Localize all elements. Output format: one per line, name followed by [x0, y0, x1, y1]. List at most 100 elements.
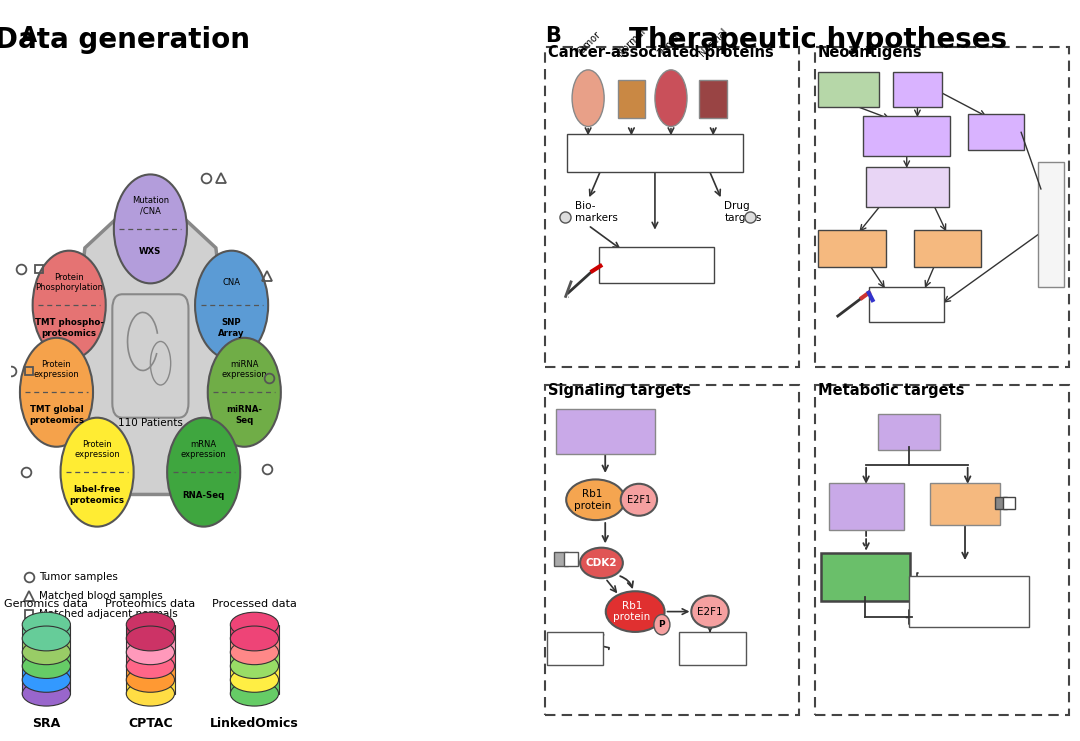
Ellipse shape — [654, 70, 687, 127]
Ellipse shape — [207, 338, 281, 447]
Bar — [126, 639, 175, 652]
Bar — [23, 666, 70, 679]
Text: miRNA
expression: miRNA expression — [221, 359, 267, 379]
Text: Tumor samples: Tumor samples — [39, 573, 118, 582]
Text: A: A — [21, 25, 37, 45]
Bar — [230, 666, 279, 679]
Bar — [230, 639, 279, 652]
Text: Normal: Normal — [698, 26, 729, 59]
Bar — [23, 639, 70, 652]
Bar — [230, 679, 279, 694]
Text: miRNA-
Seq: miRNA- Seq — [227, 405, 262, 425]
Text: E2F1: E2F1 — [626, 495, 651, 505]
Ellipse shape — [230, 681, 279, 706]
Text: Mutation
load: Mutation load — [841, 496, 891, 518]
Text: CPTAC: CPTAC — [129, 717, 173, 730]
Text: Rb1
protein: Rb1 protein — [573, 489, 611, 511]
Ellipse shape — [653, 614, 670, 635]
Text: MSI-H: MSI-H — [892, 426, 926, 439]
Text: mRNA
expression: mRNA expression — [180, 439, 227, 459]
Text: Data generation: Data generation — [0, 25, 249, 53]
FancyBboxPatch shape — [567, 135, 743, 172]
Text: TMT phospho-
proteomics: TMT phospho- proteomics — [35, 319, 104, 338]
Text: WXS: WXS — [904, 84, 931, 94]
Text: Cancer/testis
antigens: Cancer/testis antigens — [621, 254, 690, 276]
Text: CNA: CNA — [222, 278, 241, 287]
FancyBboxPatch shape — [909, 576, 1029, 627]
FancyBboxPatch shape — [828, 483, 904, 531]
Bar — [126, 652, 175, 666]
Text: SRA: SRA — [32, 717, 60, 730]
Ellipse shape — [126, 681, 175, 706]
Ellipse shape — [126, 668, 175, 692]
Text: SNP
Array: SNP Array — [218, 319, 245, 338]
FancyBboxPatch shape — [878, 414, 940, 451]
FancyBboxPatch shape — [863, 116, 950, 156]
Ellipse shape — [23, 626, 70, 651]
Text: Glycolysis: Glycolysis — [937, 499, 993, 509]
Text: Drug
targets: Drug targets — [725, 202, 761, 223]
Ellipse shape — [113, 174, 187, 283]
Text: Mutant
peptides: Mutant peptides — [927, 238, 969, 259]
Bar — [618, 80, 646, 118]
Text: LinkedOmics: LinkedOmics — [211, 717, 299, 730]
Text: Metabolic targets: Metabolic targets — [818, 383, 964, 398]
Text: Protein
Phosphorylation: Protein Phosphorylation — [36, 273, 104, 292]
Bar — [230, 652, 279, 666]
FancyBboxPatch shape — [556, 409, 654, 454]
FancyBboxPatch shape — [598, 247, 714, 283]
Text: Tumor: Tumor — [573, 30, 603, 59]
Ellipse shape — [23, 668, 70, 692]
FancyBboxPatch shape — [930, 483, 1000, 525]
Bar — [700, 80, 727, 118]
Text: Matched blood samples: Matched blood samples — [39, 591, 162, 601]
Text: Genomics data: Genomics data — [4, 599, 89, 608]
Text: CDK2: CDK2 — [585, 558, 618, 568]
Ellipse shape — [60, 418, 134, 527]
Bar — [23, 625, 70, 639]
Text: Protein
expression: Protein expression — [33, 359, 79, 379]
Ellipse shape — [572, 70, 604, 127]
FancyBboxPatch shape — [818, 72, 879, 107]
Text: Cancer-associated
proteomic events: Cancer-associated proteomic events — [607, 142, 703, 165]
Ellipse shape — [23, 612, 70, 637]
Text: TMT global
proteomics: TMT global proteomics — [29, 405, 84, 425]
Ellipse shape — [230, 654, 279, 679]
FancyBboxPatch shape — [821, 554, 910, 601]
Ellipse shape — [126, 654, 175, 679]
FancyBboxPatch shape — [914, 230, 981, 267]
Ellipse shape — [19, 338, 93, 447]
Ellipse shape — [195, 250, 268, 359]
Bar — [23, 679, 70, 694]
Text: Matched adjacent normals: Matched adjacent normals — [39, 609, 177, 619]
Text: Proliferation: Proliferation — [680, 644, 744, 654]
Text: CustomPro
Database: CustomPro Database — [881, 178, 933, 197]
Ellipse shape — [126, 626, 175, 651]
Ellipse shape — [230, 626, 279, 651]
FancyBboxPatch shape — [818, 230, 887, 267]
Ellipse shape — [230, 639, 279, 665]
Text: Neo-antigens: Neo-antigens — [872, 299, 941, 310]
Ellipse shape — [23, 654, 70, 679]
Ellipse shape — [606, 591, 664, 632]
Text: Neoantigens: Neoantigens — [818, 45, 922, 60]
Text: RNA-Seq: RNA-Seq — [823, 84, 874, 94]
Text: Processed data: Processed data — [212, 599, 297, 608]
Polygon shape — [69, 187, 232, 494]
Ellipse shape — [23, 639, 70, 665]
Text: MHC-binding
prediction: MHC-binding prediction — [1041, 200, 1061, 249]
Text: Normal: Normal — [616, 26, 647, 59]
Ellipse shape — [580, 548, 623, 578]
FancyBboxPatch shape — [679, 632, 746, 665]
Text: Cancer-associated proteins: Cancer-associated proteins — [548, 45, 773, 60]
Text: Cell proliferation
Tumor growth: Cell proliferation Tumor growth — [922, 591, 1015, 612]
Text: RNA-Seq: RNA-Seq — [183, 491, 225, 499]
Ellipse shape — [126, 612, 175, 637]
FancyBboxPatch shape — [868, 287, 944, 322]
Bar — [126, 679, 175, 694]
Text: Proteomics data: Proteomics data — [105, 599, 195, 608]
Bar — [230, 625, 279, 639]
Text: RB1
amplification: RB1 amplification — [567, 417, 644, 445]
Text: Therapeutic hypotheses: Therapeutic hypotheses — [629, 25, 1007, 53]
Ellipse shape — [230, 612, 279, 637]
